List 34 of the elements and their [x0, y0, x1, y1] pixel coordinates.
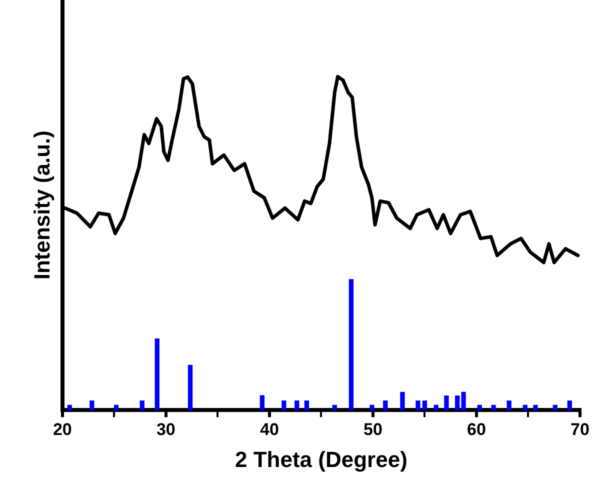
bar	[294, 400, 300, 410]
x-tick-label: 20	[52, 420, 72, 440]
bar	[260, 395, 265, 410]
x-tick-label: 40	[260, 420, 279, 440]
bar	[533, 404, 538, 410]
x-tick-label: 30	[156, 420, 176, 440]
bar	[154, 338, 160, 410]
bar	[282, 400, 286, 410]
bar	[90, 400, 94, 410]
bar	[370, 404, 374, 410]
bar	[491, 404, 496, 410]
bar	[552, 404, 558, 410]
bar	[332, 404, 337, 410]
y-axis-title: Intensity (a.u.)	[29, 130, 54, 280]
x-tick-label: 70	[570, 420, 590, 440]
bar	[304, 400, 310, 410]
bar	[114, 404, 119, 410]
bar	[400, 392, 405, 410]
bar	[348, 279, 354, 410]
x-axis-title: 2 Theta (Degree)	[235, 446, 408, 472]
bar	[416, 400, 420, 410]
bar	[477, 404, 482, 410]
x-tick-label: 60	[467, 420, 486, 440]
bar	[140, 400, 144, 410]
bar	[67, 404, 72, 410]
bar	[567, 400, 572, 410]
bar	[383, 400, 388, 410]
x-tick-label: 50	[364, 420, 382, 440]
bar	[444, 396, 449, 410]
bar	[422, 400, 428, 410]
bar	[434, 404, 438, 410]
bar	[522, 404, 528, 410]
bar	[506, 400, 512, 410]
bar	[188, 364, 193, 410]
